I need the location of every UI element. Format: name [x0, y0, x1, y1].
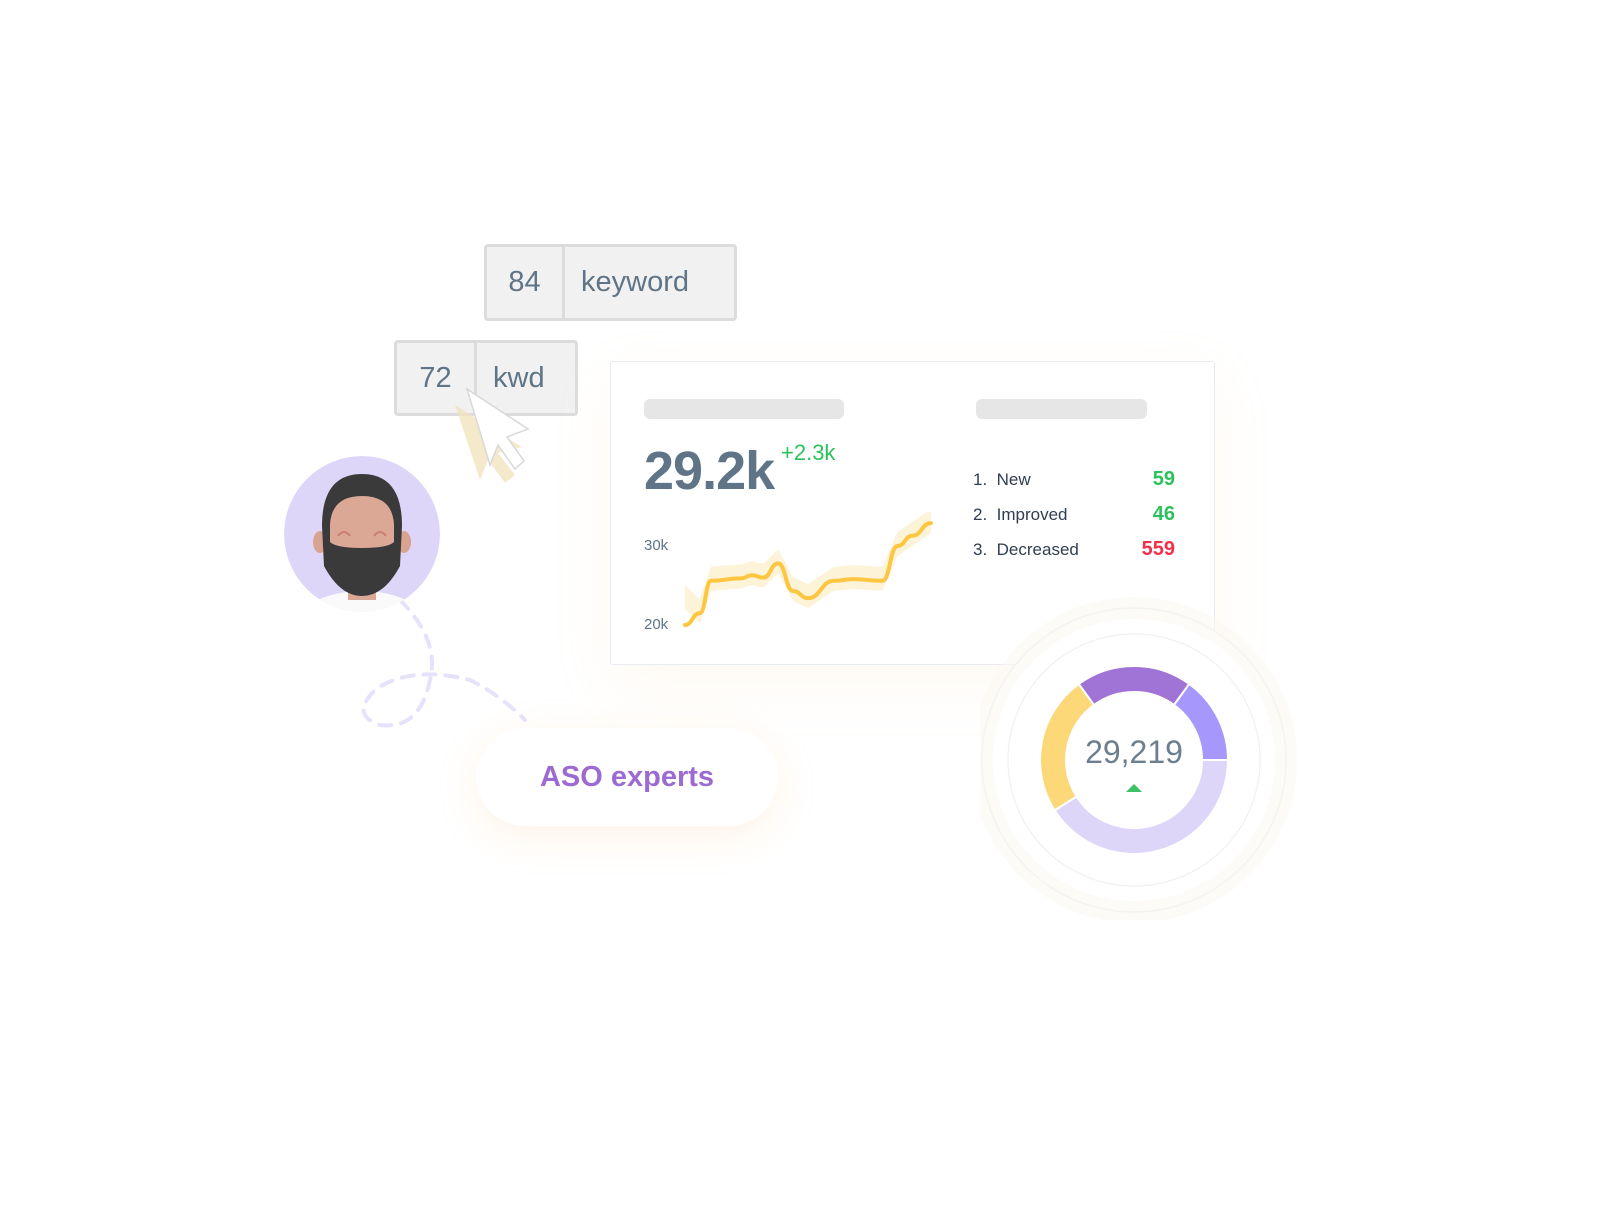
item-index: 2. [973, 504, 988, 524]
item-index: 1. [973, 469, 988, 489]
keyword-label: keyword [581, 266, 689, 298]
change-list: 1. New 59 2. Improved 46 3. Decreased 559 [973, 462, 1175, 567]
donut-chart [980, 597, 1297, 920]
title-placeholder [644, 399, 844, 419]
badge-label: ASO experts [539, 760, 715, 793]
list-item: 2. Improved 46 [973, 497, 1175, 532]
trend-line-chart [683, 512, 933, 627]
change-value: +2.3k [781, 440, 836, 465]
list-item: 1. New 59 [973, 462, 1175, 497]
trend-up-icon [1126, 784, 1142, 792]
avatar [284, 456, 440, 612]
kwd-label: kwd [493, 361, 545, 394]
item-index: 3. [973, 539, 988, 559]
keyword-chip[interactable]: 84 keyword [484, 244, 737, 321]
main-value: 29.2k [644, 441, 775, 501]
kwd-chip[interactable]: 72 kwd [394, 340, 578, 416]
donut-total: 29,219 [1085, 734, 1183, 770]
list-item: 3. Decreased 559 [973, 532, 1175, 567]
item-label: New [996, 469, 1031, 489]
y-tick-20k: 20k [644, 616, 669, 633]
y-tick-30k: 30k [644, 537, 669, 554]
item-label: Decreased [996, 539, 1079, 559]
item-value: 59 [1152, 468, 1175, 490]
item-label: Improved [996, 504, 1068, 524]
donut-slice-3 [1172, 682, 1230, 761]
title-placeholder [976, 399, 1147, 419]
series-line [683, 521, 933, 627]
aso-experts-badge: ASO experts [476, 728, 778, 826]
cursor-icon [455, 387, 530, 483]
item-value: 559 [1141, 538, 1175, 560]
item-value: 46 [1152, 503, 1175, 525]
kwd-rank: 72 [397, 343, 477, 413]
confidence-band [685, 512, 931, 624]
keyword-rank: 84 [487, 247, 565, 318]
